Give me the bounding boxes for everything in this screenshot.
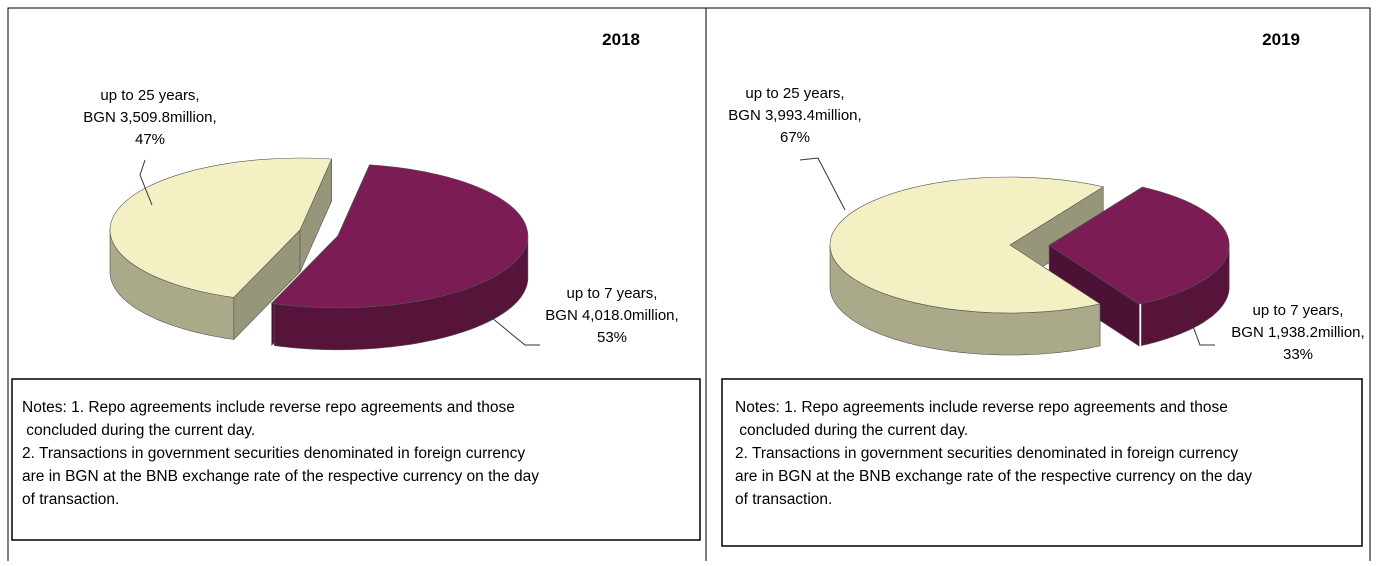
note-line: concluded during the current day. <box>22 422 255 439</box>
notes-box <box>721 378 1363 547</box>
data-label-amount: BGN 1,938.2million, <box>1231 324 1364 341</box>
frame <box>7 7 1371 561</box>
data-label-amount: BGN 4,018.0million, <box>545 307 678 324</box>
note-line: concluded during the current day. <box>735 422 968 439</box>
data-label-amount: BGN 3,993.4million, <box>728 107 861 124</box>
data-label-category: up to 25 years, <box>100 87 199 104</box>
slice-top <box>829 176 1105 314</box>
leader-line <box>139 159 153 206</box>
leader-line <box>1184 304 1215 346</box>
chart-title: 2019 <box>1262 30 1300 49</box>
data-label-value: 47% <box>135 131 165 148</box>
data-label-value: 53% <box>597 329 627 346</box>
note-line: Notes: 1. Repo agreements include revers… <box>22 399 515 416</box>
chart-title: 2018 <box>602 30 640 49</box>
note-line: are in BGN at the BNB exchange rate of t… <box>735 468 1252 485</box>
leader-line <box>799 157 846 211</box>
note-line: are in BGN at the BNB exchange rate of t… <box>22 468 539 485</box>
data-label-amount: BGN 3,509.8million, <box>83 109 216 126</box>
note-line: 2. Transactions in government securities… <box>735 445 1238 462</box>
data-label-category: up to 25 years, <box>745 85 844 102</box>
slice-top <box>271 164 529 309</box>
data-label-value: 33% <box>1283 346 1313 363</box>
notes-box <box>11 378 701 541</box>
leader-line <box>469 299 540 346</box>
data-label-value: 67% <box>780 129 810 146</box>
data-label-category: up to 7 years, <box>1253 302 1344 319</box>
note-line: Notes: 1. Repo agreements include revers… <box>735 399 1228 416</box>
data-label-category: up to 7 years, <box>567 285 658 302</box>
note-line: 2. Transactions in government securities… <box>22 445 525 462</box>
note-line: of transaction. <box>735 491 832 508</box>
slice-top <box>1048 186 1230 305</box>
note-line: of transaction. <box>22 491 119 508</box>
slice-top <box>109 157 333 298</box>
